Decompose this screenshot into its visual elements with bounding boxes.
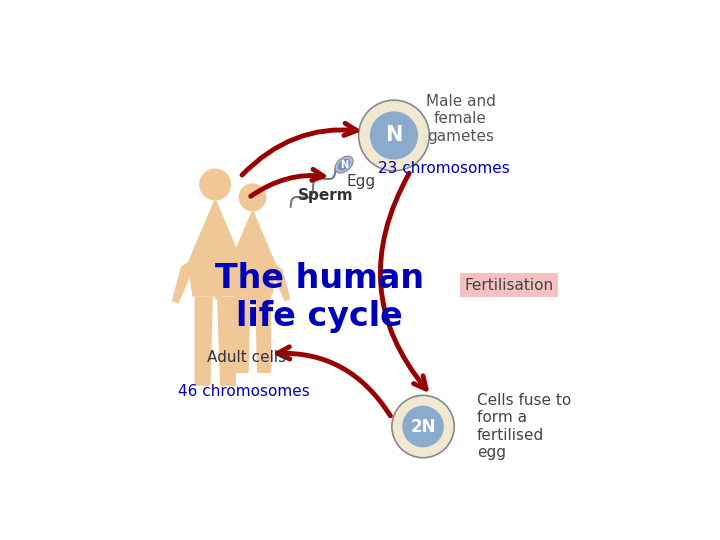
Polygon shape xyxy=(217,296,235,386)
Circle shape xyxy=(238,184,266,211)
Text: Sperm: Sperm xyxy=(298,188,354,203)
Text: Male and
female
gametes: Male and female gametes xyxy=(426,94,495,144)
Text: N: N xyxy=(340,160,348,170)
Circle shape xyxy=(370,111,418,160)
Polygon shape xyxy=(238,262,258,303)
Polygon shape xyxy=(255,295,271,373)
Text: Egg: Egg xyxy=(346,174,375,188)
Polygon shape xyxy=(215,265,233,301)
Text: 46 chromosomes: 46 chromosomes xyxy=(178,384,310,399)
Polygon shape xyxy=(194,296,213,386)
Ellipse shape xyxy=(335,156,353,173)
Text: Cells fuse to
form a
fertilised
egg: Cells fuse to form a fertilised egg xyxy=(477,393,572,460)
Text: The human
life cycle: The human life cycle xyxy=(215,262,423,333)
Text: 2N: 2N xyxy=(410,417,436,436)
Polygon shape xyxy=(273,265,290,301)
Circle shape xyxy=(392,395,454,458)
Ellipse shape xyxy=(338,159,351,171)
Polygon shape xyxy=(188,200,243,296)
Circle shape xyxy=(359,100,429,171)
Text: 23 chromosomes: 23 chromosomes xyxy=(378,161,510,176)
Polygon shape xyxy=(229,211,276,295)
Text: Adult cells: Adult cells xyxy=(207,350,286,366)
Text: Fertilisation: Fertilisation xyxy=(464,278,554,293)
Polygon shape xyxy=(235,295,251,373)
Polygon shape xyxy=(171,262,192,303)
Circle shape xyxy=(402,406,444,447)
Circle shape xyxy=(199,168,231,200)
Text: N: N xyxy=(385,125,402,145)
